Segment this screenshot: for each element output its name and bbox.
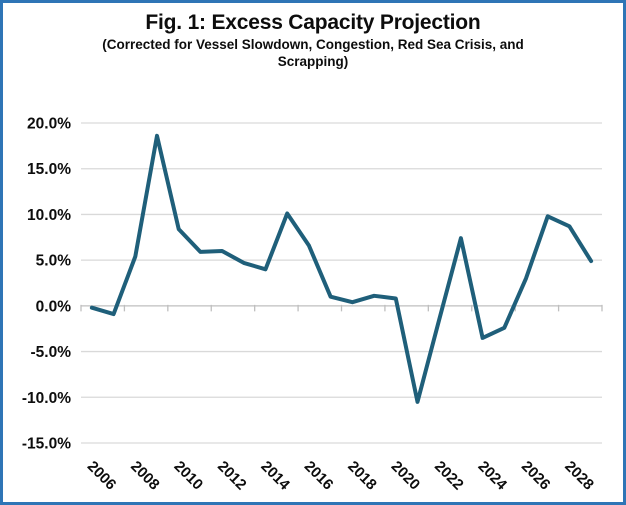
- x-axis-labels: 2006 2008 2010 2012 2014 2016 2018 2020 2022 2024…: [84, 458, 597, 494]
- x-tick-label: 2012: [214, 458, 250, 494]
- x-tick-label: 2014: [257, 458, 293, 494]
- plot-area: 20.0% 15.0% 10.0% 5.0% 0.0% -5.0% -10.0% -15.0%…: [22, 116, 603, 494]
- chart-title: Fig. 1: Excess Capacity Projection: [145, 11, 481, 34]
- y-tick-label: -15.0%: [22, 436, 71, 453]
- excess-capacity-line-series: [89, 133, 594, 404]
- y-tick-label: 15.0%: [27, 161, 71, 178]
- x-tick-label: 2024: [474, 458, 510, 494]
- y-tick-label: 5.0%: [36, 253, 72, 270]
- x-tick-label: 2018: [344, 458, 380, 494]
- x-tick-label: 2020: [388, 458, 424, 494]
- y-tick-label: -10.0%: [22, 390, 71, 407]
- y-tick-label: 0.0%: [36, 298, 72, 315]
- x-tick-label: 2010: [171, 458, 207, 494]
- x-axis: [80, 304, 603, 312]
- y-tick-label: 10.0%: [27, 207, 71, 224]
- y-tick-label: 20.0%: [27, 116, 71, 133]
- x-tick-label: 2006: [84, 458, 120, 494]
- x-tick-label: 2022: [431, 458, 467, 494]
- y-axis-labels: 20.0% 15.0% 10.0% 5.0% 0.0% -5.0% -10.0% -15.0%: [22, 116, 71, 453]
- chart-subtitle: (Corrected for Vessel Slowdown, Congesti…: [102, 37, 524, 69]
- x-tick-label: 2016: [301, 458, 337, 494]
- x-tick-label: 2008: [127, 458, 163, 494]
- x-tick-label: 2028: [561, 458, 597, 494]
- y-tick-label: -5.0%: [31, 344, 72, 361]
- excess-capacity-polyline: [89, 133, 594, 404]
- x-tick-label: 2026: [518, 458, 554, 494]
